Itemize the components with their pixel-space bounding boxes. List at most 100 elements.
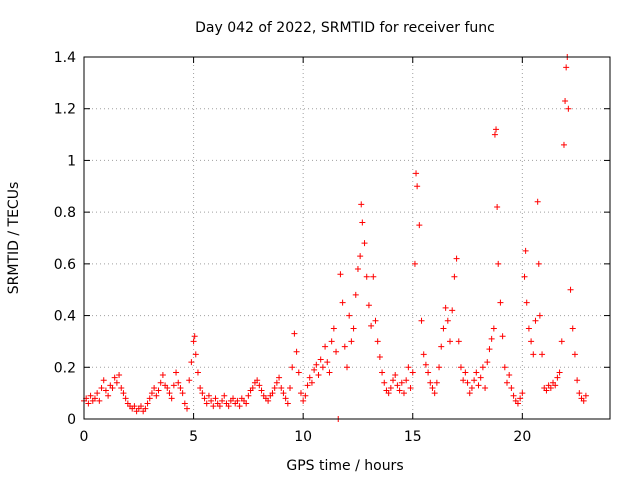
data-point [236,403,243,410]
data-point [494,203,501,210]
data-point [105,392,112,399]
data-point [151,384,158,391]
data-point [562,97,569,104]
data-point [203,400,210,407]
data-point [365,302,372,309]
data-point [177,384,184,391]
data-point [514,400,521,407]
data-point [363,273,370,280]
data-point [370,273,377,280]
data-point [94,390,101,397]
y-tick-label: 0.6 [54,257,76,273]
data-point [392,372,399,379]
data-point [455,338,462,345]
data-point [166,390,173,397]
data-point [297,390,304,397]
x-tick-label: 10 [294,429,312,445]
data-point [245,392,252,399]
data-point [354,266,361,273]
data-point [258,387,265,394]
data-point [508,384,515,391]
data-point [381,379,388,386]
data-point [308,379,315,386]
data-point [431,390,438,397]
data-point [313,361,320,368]
data-point [175,379,182,386]
data-point [376,353,383,360]
data-point [146,395,153,402]
data-point [346,312,353,319]
data-point [359,219,366,226]
data-point [357,253,364,260]
data-point [493,126,500,133]
data-point [328,338,335,345]
data-point [567,286,574,293]
data-point [265,397,272,404]
y-tick-label: 1.2 [54,102,76,118]
data-point [510,392,517,399]
data-point [324,359,331,366]
data-point [302,392,309,399]
data-point [191,333,198,340]
data-point [256,382,263,389]
data-point [157,379,164,386]
data-point [525,325,532,332]
data-point [91,395,98,402]
chart-title: Day 042 of 2022, SRMTID for receiver fun… [195,20,495,36]
data-point [293,348,300,355]
data-point [497,299,504,306]
data-point [155,387,162,394]
data-point [116,372,123,379]
data-point [576,390,583,397]
data-point [409,369,416,376]
data-point [422,361,429,368]
data-point [398,379,405,386]
data-point [477,374,484,381]
data-point [326,369,333,376]
data-point [85,400,92,407]
data-point [190,338,197,345]
data-point [142,405,149,412]
data-point [249,384,256,391]
data-point [466,390,473,397]
data-point [282,395,289,402]
data-point [197,384,204,391]
data-point [407,384,414,391]
data-point [243,400,250,407]
data-point [501,364,508,371]
x-tick-label: 20 [513,429,531,445]
data-point [479,364,486,371]
data-point [499,333,506,340]
data-point [558,338,565,345]
data-point [547,384,554,391]
data-point [385,390,392,397]
data-point [519,390,526,397]
data-point [536,312,543,319]
data-point [164,384,171,391]
data-point [269,390,276,397]
data-point [337,271,344,278]
data-point [122,395,129,402]
data-point [194,369,201,376]
data-point [535,260,542,267]
plot-frame [83,56,611,420]
data-point [521,273,528,280]
data-point [503,379,510,386]
data-point [491,131,498,138]
data-point [374,338,381,345]
data-point [208,397,215,404]
data-point [460,377,467,384]
data-point [534,198,541,205]
data-point [574,377,581,384]
data-point [221,392,228,399]
data-point [418,317,425,324]
data-point [425,369,432,376]
data-point [368,322,375,329]
data-point [436,364,443,371]
data-point [468,384,475,391]
data-point [394,382,401,389]
data-point [473,369,480,376]
data-point [522,247,529,254]
data-point [396,387,403,394]
